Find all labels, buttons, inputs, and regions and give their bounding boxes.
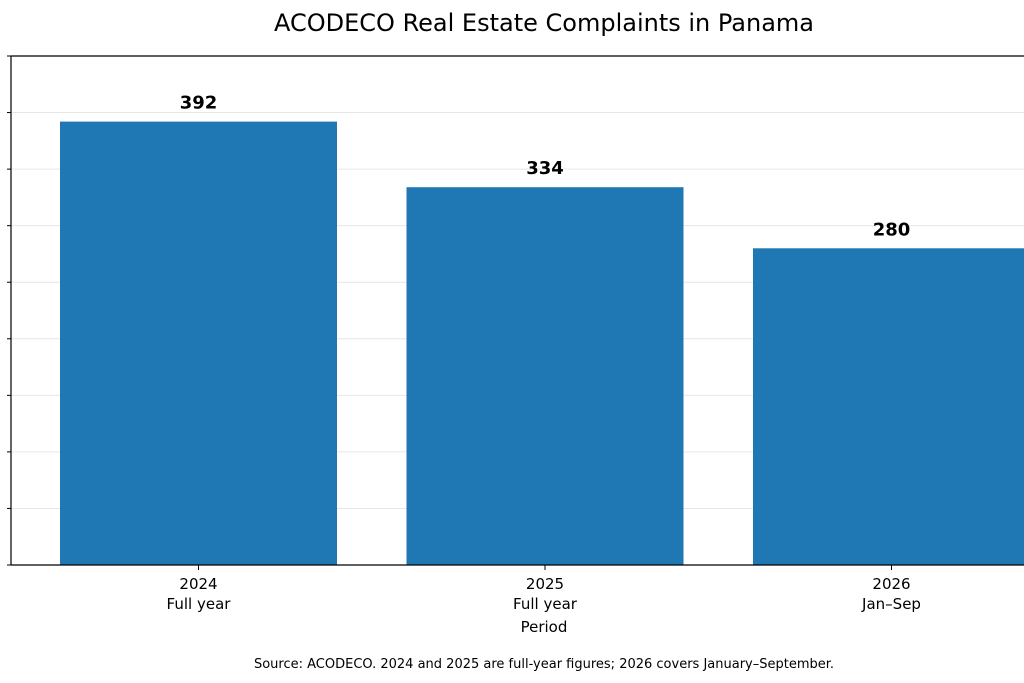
- bar-2025: [406, 187, 684, 565]
- chart-title: ACODECO Real Estate Complaints in Panama: [274, 9, 814, 37]
- source-note: Source: ACODECO. 2024 and 2025 are full-…: [254, 657, 834, 672]
- data-label-2024: 392: [180, 93, 218, 114]
- x-tick-label-period: Jan–Sep: [861, 595, 921, 613]
- x-tick-label-year: 2026: [872, 575, 910, 593]
- x-tick-label-year: 2024: [179, 575, 217, 593]
- bar-2026: [753, 248, 1024, 566]
- x-tick-label-period: Full year: [513, 595, 578, 613]
- axes: [7, 55, 1024, 570]
- data-label-2025: 334: [526, 158, 564, 179]
- data-label-2026: 280: [873, 219, 911, 240]
- x-tick-label-period: Full year: [167, 595, 232, 613]
- labels: 392 2024 Full year 334 2025 Full year 280 2026 J…: [167, 93, 921, 613]
- x-axis-label: Period: [521, 618, 568, 636]
- x-tick-label-year: 2025: [526, 575, 564, 593]
- bars: [60, 121, 1024, 566]
- bar-2024: [60, 121, 337, 566]
